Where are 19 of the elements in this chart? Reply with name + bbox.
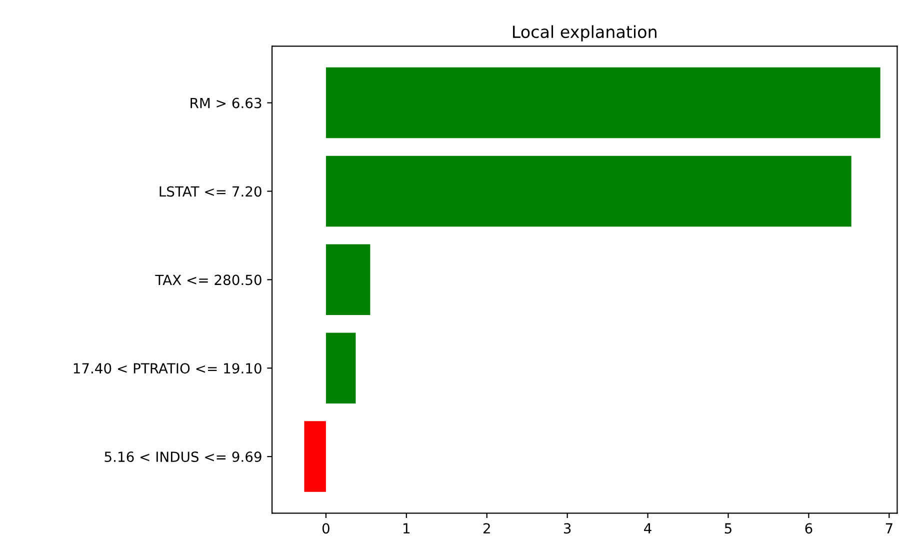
x-tick-label: 3	[564, 523, 571, 534]
bar	[304, 421, 326, 492]
chart-title: Local explanation	[513, 25, 656, 42]
y-tick-label: RM > 6.63	[190, 98, 262, 108]
x-tick-label: 0	[322, 523, 330, 534]
x-tick-label: 7	[886, 523, 892, 534]
bar	[326, 156, 852, 227]
x-tick-label: 1	[404, 523, 410, 534]
x-tick-label: 2	[483, 523, 490, 534]
y-tick-label: LSTAT <= 7.20	[160, 186, 262, 197]
bar	[326, 244, 370, 316]
x-tick-label: 4	[644, 523, 652, 534]
y-tick-label: 17.40 < PTRATIO <= 19.10	[74, 363, 262, 374]
bar	[326, 67, 880, 138]
y-tick-label: 5.16 < INDUS <= 9.69	[104, 452, 262, 462]
bar	[326, 332, 356, 404]
x-tick-label: 6	[805, 523, 812, 534]
y-tick-label: TAX <= 280.50	[155, 274, 262, 286]
x-tick-label: 5	[724, 523, 732, 534]
